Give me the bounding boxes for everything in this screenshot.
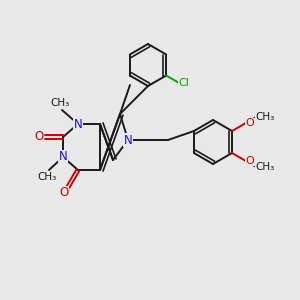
Text: Cl: Cl xyxy=(179,77,190,88)
Text: CH₃: CH₃ xyxy=(38,172,57,182)
Text: O: O xyxy=(34,130,43,143)
Text: CH₃: CH₃ xyxy=(50,98,70,108)
Text: N: N xyxy=(124,134,132,146)
Text: O: O xyxy=(59,187,69,200)
Text: O: O xyxy=(246,118,254,128)
Text: CH₃: CH₃ xyxy=(256,163,275,172)
Text: N: N xyxy=(74,118,82,130)
Text: O: O xyxy=(246,155,254,166)
Text: CH₃: CH₃ xyxy=(256,112,275,122)
Text: N: N xyxy=(58,151,68,164)
